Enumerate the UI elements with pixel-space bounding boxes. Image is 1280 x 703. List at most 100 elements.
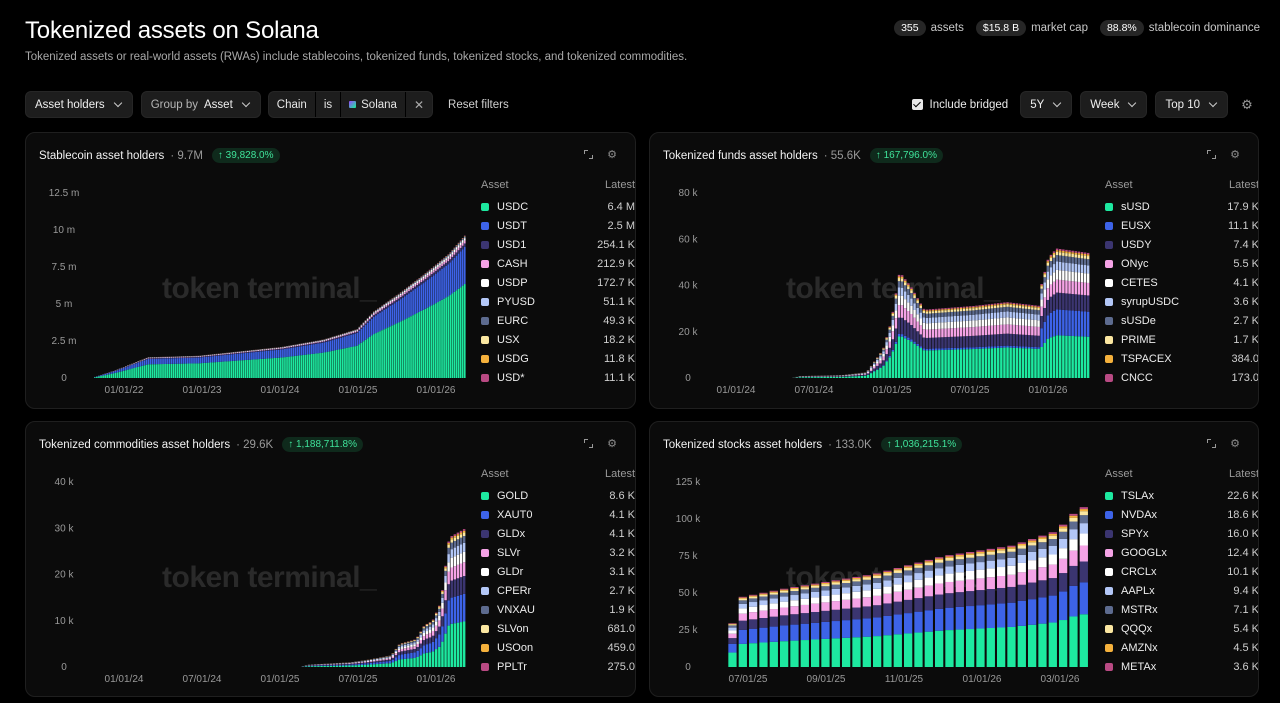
legend-item[interactable]: CASH 212.9 K bbox=[481, 254, 635, 273]
legend-item[interactable]: QQQx 5.4 K bbox=[1105, 619, 1258, 638]
bar-segment bbox=[962, 347, 966, 350]
legend-item[interactable]: syrupUSDC 3.6 K bbox=[1105, 292, 1258, 311]
expand-icon[interactable] bbox=[584, 150, 594, 159]
bar-segment bbox=[1012, 304, 1015, 306]
bar-segment bbox=[211, 356, 214, 363]
legend-item[interactable]: PPLTr 275.0 bbox=[481, 657, 635, 676]
bar-segment bbox=[907, 311, 910, 323]
legend-item[interactable]: MSTRx 7.1 K bbox=[1105, 600, 1258, 619]
legend-item[interactable]: XAUT0 4.1 K bbox=[481, 505, 635, 524]
bar-segment bbox=[931, 337, 935, 349]
legend-item[interactable]: USX 18.2 K bbox=[481, 330, 635, 349]
legend-item[interactable]: NVDAx 18.6 K bbox=[1105, 505, 1258, 524]
legend-item[interactable]: GLDr 3.1 K bbox=[481, 562, 635, 581]
expand-icon[interactable] bbox=[1207, 439, 1217, 448]
expand-icon[interactable] bbox=[1207, 150, 1217, 159]
bar-segment bbox=[375, 333, 377, 378]
legend-item[interactable]: PYUSD 51.1 K bbox=[481, 292, 635, 311]
legend-item[interactable]: sUSDe 2.7 K bbox=[1105, 311, 1258, 330]
bar-segment bbox=[170, 357, 173, 359]
bar-segment bbox=[207, 356, 210, 357]
bar-segment bbox=[1037, 320, 1040, 327]
bar-segment bbox=[356, 329, 359, 331]
bar-segment bbox=[321, 342, 323, 353]
bar-segment bbox=[953, 349, 957, 378]
bar-segment bbox=[931, 313, 935, 318]
bar-segment bbox=[888, 326, 891, 328]
close-icon[interactable]: ✕ bbox=[413, 97, 425, 112]
gear-icon[interactable]: ⚙ bbox=[1230, 149, 1240, 161]
bar-segment bbox=[399, 299, 402, 322]
legend-item[interactable]: CNCC 173.0 bbox=[1105, 368, 1258, 387]
bar-segment bbox=[1083, 265, 1087, 274]
bar-segment bbox=[191, 363, 193, 378]
legend-item[interactable]: ONyc 5.5 K bbox=[1105, 254, 1258, 273]
legend-item[interactable]: METAx 3.6 K bbox=[1105, 657, 1258, 676]
legend-item[interactable]: TSLAx 22.6 K bbox=[1105, 486, 1258, 505]
bar-segment bbox=[404, 290, 406, 291]
legend-item[interactable]: GLDx 4.1 K bbox=[481, 524, 635, 543]
top-n-dropdown[interactable]: Top 10 bbox=[1155, 91, 1228, 118]
filter-field[interactable]: Chain bbox=[269, 92, 316, 117]
granularity-dropdown[interactable]: Week bbox=[1080, 91, 1148, 118]
filter-value[interactable]: Solana bbox=[341, 92, 406, 117]
bar-segment bbox=[1071, 252, 1074, 254]
bar-segment bbox=[984, 319, 988, 327]
include-bridged-checkbox[interactable]: Include bridged bbox=[911, 99, 1008, 111]
range-dropdown[interactable]: 5Y bbox=[1020, 91, 1073, 118]
legend-latest-value: 17.9 K bbox=[1227, 200, 1259, 213]
bar-segment bbox=[894, 318, 898, 329]
legend-item[interactable]: SPYx 16.0 K bbox=[1105, 524, 1258, 543]
bar-segment bbox=[286, 348, 288, 357]
legend-item[interactable]: GOLD 8.6 K bbox=[481, 486, 635, 505]
gear-icon[interactable]: ⚙ bbox=[1241, 96, 1253, 112]
gear-icon[interactable]: ⚙ bbox=[1230, 438, 1240, 450]
gear-icon[interactable]: ⚙ bbox=[607, 438, 617, 450]
legend-item[interactable]: AMZNx 4.5 K bbox=[1105, 638, 1258, 657]
chain-filter[interactable]: Chain is Solana ✕ bbox=[267, 91, 434, 118]
bar-segment bbox=[1065, 249, 1068, 252]
legend-item[interactable]: USDT 2.5 M bbox=[481, 216, 635, 235]
reset-filters-button[interactable]: Reset filters bbox=[448, 98, 509, 111]
legend-item[interactable]: CETES 4.1 K bbox=[1105, 273, 1258, 292]
legend-item[interactable]: CPERr 2.7 K bbox=[481, 581, 635, 600]
bar-segment bbox=[112, 371, 115, 374]
bar-segment bbox=[969, 307, 972, 309]
bar-segment bbox=[387, 303, 390, 306]
bar-segment bbox=[172, 358, 175, 364]
bar-segment bbox=[412, 283, 414, 285]
legend-item[interactable]: SLVr 3.2 K bbox=[481, 543, 635, 562]
legend-item[interactable]: SLVon 681.0 bbox=[481, 619, 635, 638]
legend-item[interactable]: EURC 49.3 K bbox=[481, 311, 635, 330]
bar-segment bbox=[769, 592, 778, 595]
bar-segment bbox=[244, 352, 247, 361]
legend-item[interactable]: GOOGLx 12.4 K bbox=[1105, 543, 1258, 562]
legend-item[interactable]: PRIME 1.7 K bbox=[1105, 330, 1258, 349]
legend-item[interactable]: USDG 11.8 K bbox=[481, 349, 635, 368]
legend-item[interactable]: USDY 7.4 K bbox=[1105, 235, 1258, 254]
bar-segment bbox=[393, 324, 396, 378]
legend-item[interactable]: USDP 172.7 K bbox=[481, 273, 635, 292]
legend-item[interactable]: EUSX 11.1 K bbox=[1105, 216, 1258, 235]
legend-item[interactable]: VNXAU 1.9 K bbox=[481, 600, 635, 619]
bar-segment bbox=[435, 638, 438, 650]
legend-item[interactable]: USD* 11.1 K bbox=[481, 368, 635, 387]
expand-icon[interactable] bbox=[584, 439, 594, 448]
series-swatch bbox=[481, 297, 489, 306]
legend-item[interactable]: CRCLx 10.1 K bbox=[1105, 562, 1258, 581]
bar-segment bbox=[435, 266, 437, 269]
legend-item[interactable]: sUSD 17.9 K bbox=[1105, 197, 1259, 216]
group-by-dropdown[interactable]: Group by Asset bbox=[140, 91, 261, 118]
legend-item[interactable]: TSPACEX 384.0 bbox=[1105, 349, 1258, 368]
bar-segment bbox=[439, 267, 441, 271]
legend-item[interactable]: AAPLx 9.4 K bbox=[1105, 581, 1258, 600]
legend-item[interactable]: USOon 459.0 bbox=[481, 638, 635, 657]
filter-operator[interactable]: is bbox=[316, 92, 342, 117]
gear-icon[interactable]: ⚙ bbox=[607, 149, 617, 161]
bar-segment bbox=[459, 287, 462, 378]
bar-segment bbox=[450, 549, 453, 558]
bar-segment bbox=[439, 300, 441, 378]
legend-item[interactable]: USDC 6.4 M bbox=[481, 197, 635, 216]
metric-dropdown[interactable]: Asset holders bbox=[25, 91, 133, 118]
legend-item[interactable]: USD1 254.1 K bbox=[481, 235, 635, 254]
